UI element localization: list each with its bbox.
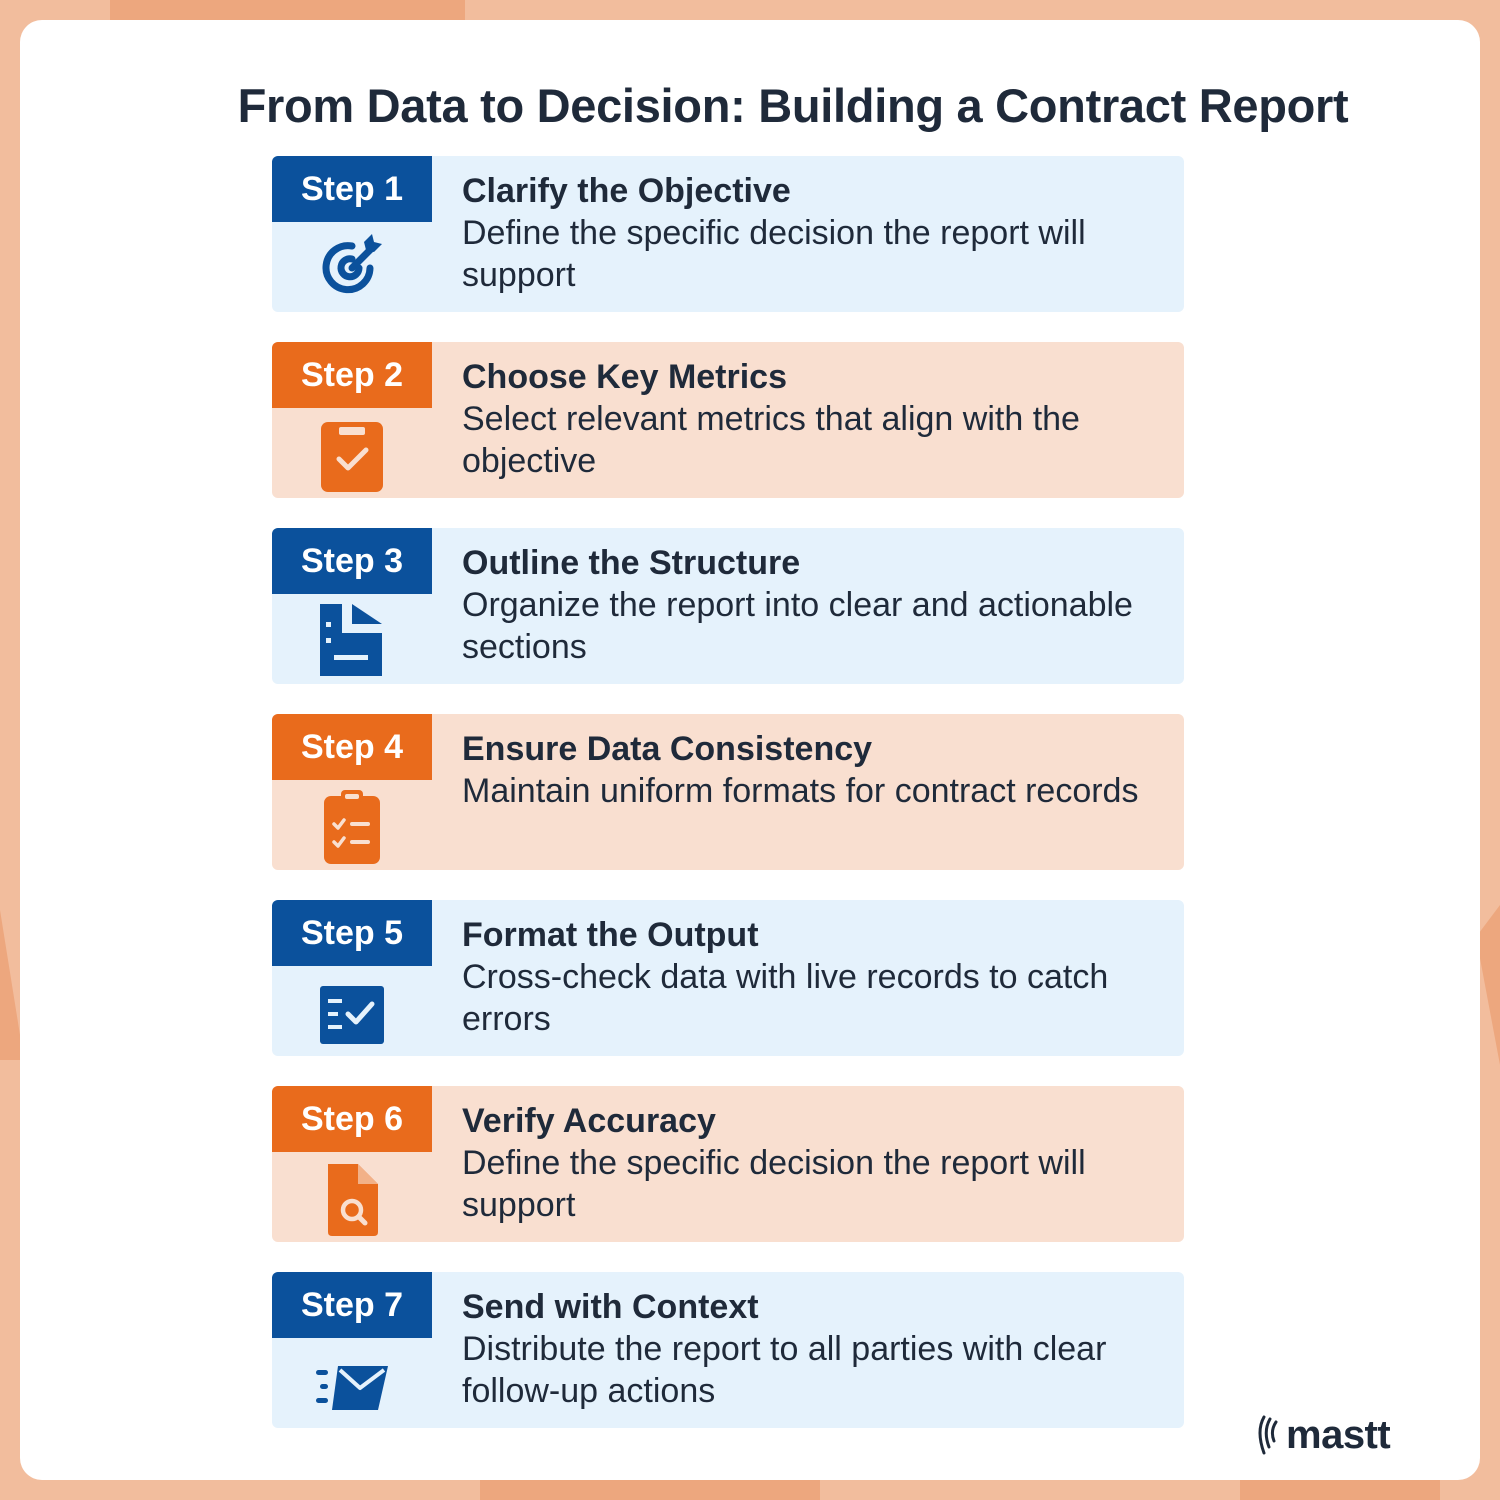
mastt-logo-icon: [1258, 1415, 1278, 1455]
step-description: Cross-check data with live records to ca…: [462, 958, 1109, 1038]
step-3: Step 3 Outline the Structure Organize th…: [272, 528, 1184, 684]
file-search-icon: [312, 1158, 392, 1238]
step-title: Send with Context: [462, 1288, 759, 1326]
step-tag: Step 5: [272, 900, 432, 966]
step-tag: Step 3: [272, 528, 432, 594]
target-icon: [312, 228, 392, 308]
send-mail-icon: [312, 1344, 392, 1424]
background-accent: [110, 0, 465, 22]
page-title: From Data to Decision: Building a Contra…: [237, 79, 1349, 132]
infographic-card: From Data to Decision: Building a Contra…: [20, 20, 1480, 1480]
step-2: Step 2 Choose Key Metrics Select relevan…: [272, 342, 1184, 498]
list-check-icon: [312, 972, 392, 1052]
step-6: Step 6 Verify Accuracy Define the specif…: [272, 1086, 1184, 1242]
step-title: Format the Output: [462, 916, 759, 954]
step-description: Maintain uniform formats for contract re…: [462, 772, 1139, 810]
mastt-logo: mastt: [1252, 1410, 1391, 1460]
document-outline-icon: [312, 600, 392, 680]
step-description: Distribute the report to all parties wit…: [462, 1330, 1107, 1410]
step-title: Outline the Structure: [462, 544, 801, 582]
clipboard-check-icon: [312, 414, 392, 494]
step-title: Verify Accuracy: [462, 1102, 716, 1140]
step-tag: Step 2: [272, 342, 432, 408]
step-title: Clarify the Objective: [462, 172, 791, 210]
step-title: Choose Key Metrics: [462, 358, 787, 396]
step-4: Step 4 Ensure Data Consistency Maintain …: [272, 714, 1184, 870]
step-title: Ensure Data Consistency: [462, 730, 873, 768]
step-description: Select relevant metrics that align with …: [462, 400, 1080, 480]
step-tag: Step 6: [272, 1086, 432, 1152]
step-tag: Step 7: [272, 1272, 432, 1338]
logo-text: mastt: [1286, 1412, 1391, 1457]
step-tag: Step 1: [272, 156, 432, 222]
step-description: Organize the report into clear and actio…: [462, 586, 1133, 666]
step-description: Define the specific decision the report …: [462, 214, 1086, 294]
step-tag: Step 4: [272, 714, 432, 780]
step-7: Step 7 Send with Context Distribute the …: [272, 1272, 1184, 1428]
step-5: Step 5 Format the Output Cross-check dat…: [272, 900, 1184, 1056]
background-accent: [1240, 1480, 1440, 1500]
step-1: Step 1 Clarify the Objective Define the …: [272, 156, 1184, 312]
background-accent: [480, 1480, 820, 1500]
checklist-clipboard-icon: [312, 786, 392, 866]
step-description: Define the specific decision the report …: [462, 1144, 1086, 1224]
